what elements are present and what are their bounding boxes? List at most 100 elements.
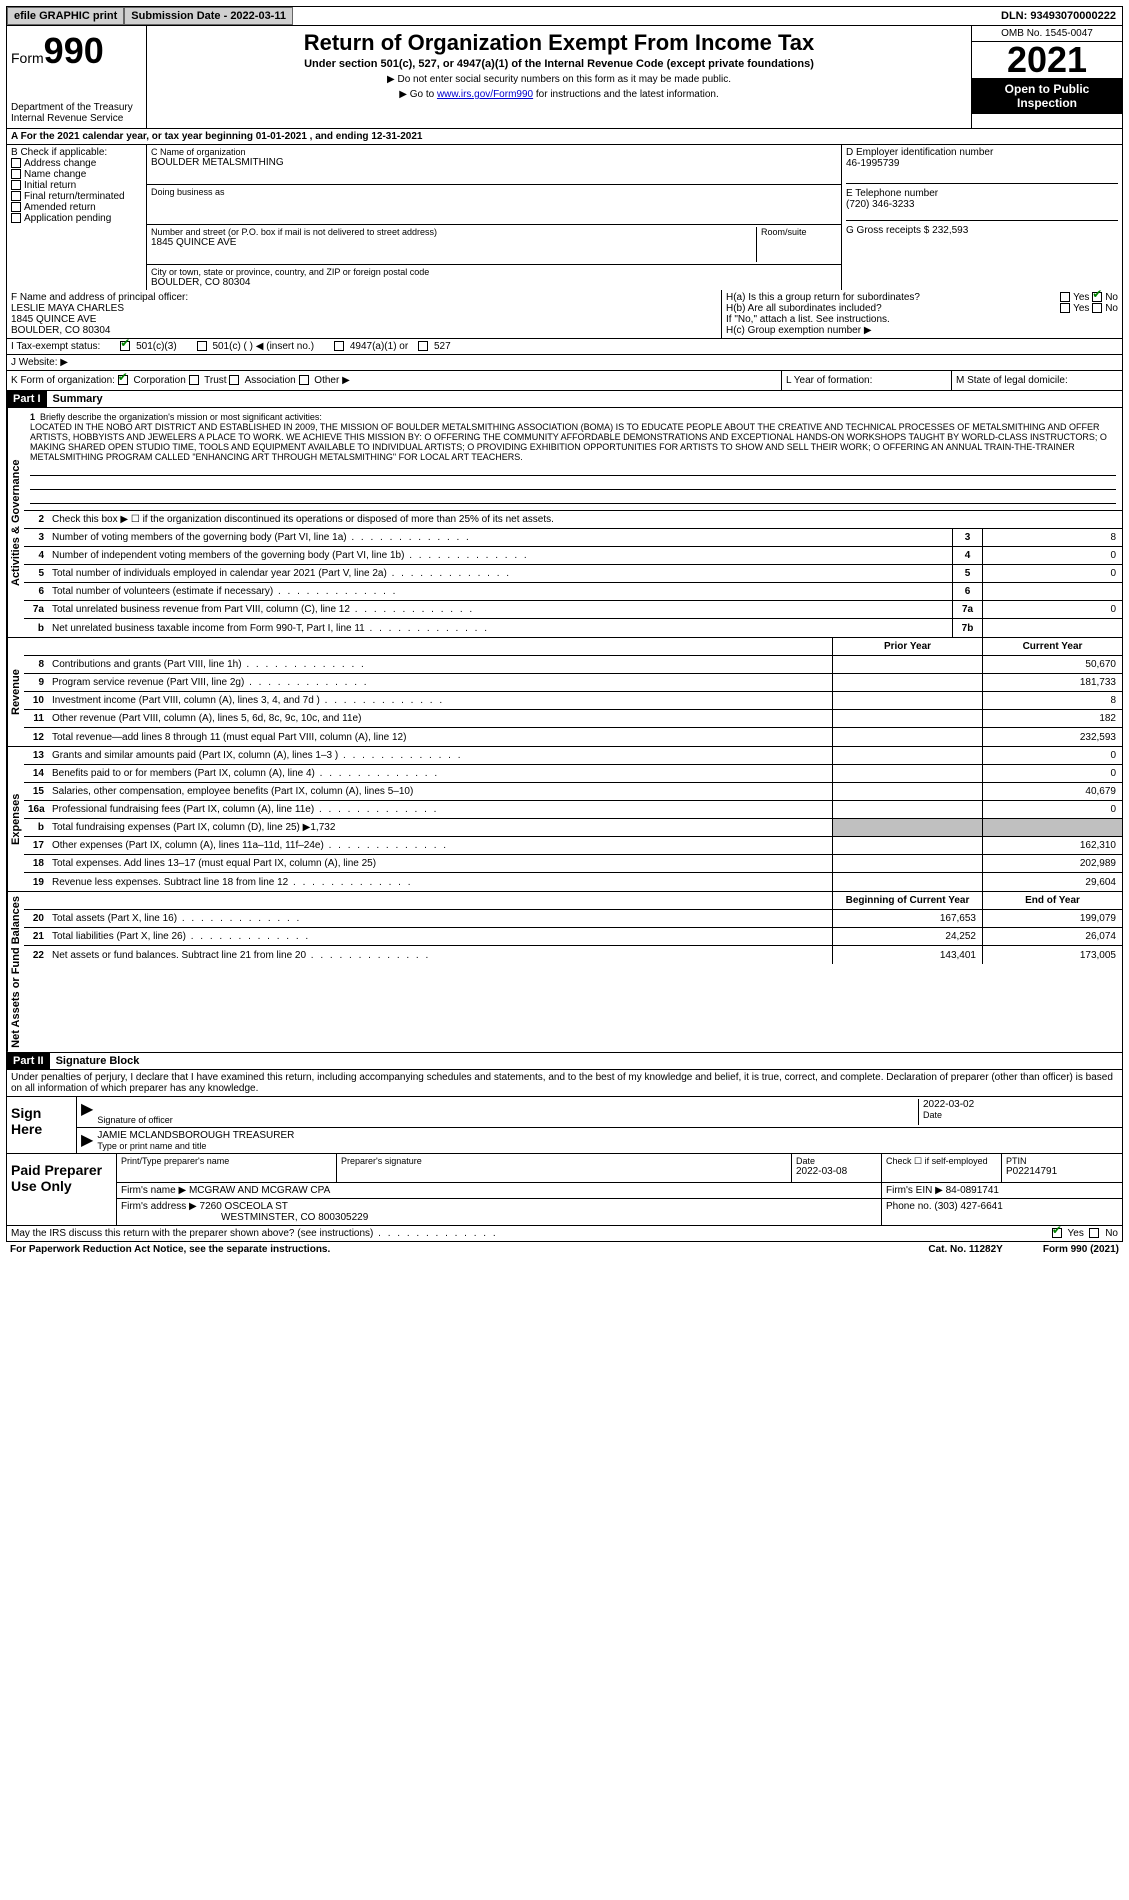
vert-gov: Activities & Governance — [7, 408, 24, 637]
submission-btn[interactable]: Submission Date - 2022-03-11 — [124, 7, 293, 25]
note2: ▶ Go to www.irs.gov/Form990 for instruct… — [151, 89, 967, 100]
gov-section: Activities & Governance 1 Briefly descri… — [6, 408, 1123, 638]
l3: Number of voting members of the governin… — [48, 530, 952, 545]
cb-assoc[interactable] — [229, 375, 239, 385]
col-deg: D Employer identification number 46-1995… — [842, 145, 1122, 290]
net-section: Net Assets or Fund Balances Beginning of… — [6, 892, 1123, 1053]
ha-yes[interactable] — [1060, 292, 1070, 302]
col-h: H(a) Is this a group return for subordin… — [722, 290, 1122, 338]
yes-text: Yes — [1073, 292, 1089, 303]
b-label: B Check if applicable: — [11, 147, 142, 158]
part1-header: Part I — [7, 391, 47, 407]
row-j: J Website: ▶ — [6, 355, 1123, 371]
d-label: D Employer identification number — [846, 147, 1118, 158]
c14: 0 — [982, 765, 1122, 782]
row-klm: K Form of organization: Corporation Trus… — [6, 371, 1123, 391]
irs-link[interactable]: www.irs.gov/Form990 — [437, 89, 533, 100]
form-prefix: Form — [11, 50, 44, 66]
prep-date: 2022-03-08 — [796, 1166, 877, 1177]
begin-hdr: Beginning of Current Year — [832, 892, 982, 909]
c-room-label: Room/suite — [761, 227, 837, 237]
cb-527[interactable] — [418, 341, 428, 351]
firm-name: MCGRAW AND MCGRAW CPA — [189, 1185, 330, 1196]
j-label: J Website: ▶ — [11, 357, 68, 368]
discuss-no[interactable] — [1089, 1228, 1099, 1238]
discuss-yes-text: Yes — [1068, 1228, 1084, 1239]
self-emp: Check ☐ if self-employed — [886, 1156, 997, 1167]
b-item-2: Initial return — [24, 180, 76, 191]
cb-name[interactable] — [11, 169, 21, 179]
c8: 50,670 — [982, 656, 1122, 673]
yes-text2: Yes — [1073, 303, 1089, 314]
cb-amended[interactable] — [11, 202, 21, 212]
c16a: 0 — [982, 801, 1122, 818]
sig-officer-label: Signature of officer — [97, 1115, 918, 1125]
type-label: Type or print name and title — [97, 1141, 294, 1151]
cb-501c3[interactable] — [120, 341, 130, 351]
b-item-3: Final return/terminated — [24, 191, 125, 202]
hb-yes[interactable] — [1060, 303, 1070, 313]
l9: Program service revenue (Part VIII, line… — [48, 675, 832, 690]
l17: Other expenses (Part IX, column (A), lin… — [48, 838, 832, 853]
i-o2: 501(c) ( ) ◀ (insert no.) — [212, 341, 314, 352]
part2-title: Signature Block — [50, 1053, 146, 1069]
f-label: F Name and address of principal officer: — [11, 292, 717, 303]
cb-other[interactable] — [299, 375, 309, 385]
k-label: K Form of organization: — [11, 375, 115, 386]
c17: 162,310 — [982, 837, 1122, 854]
cb-corp[interactable] — [118, 375, 128, 385]
row-i: I Tax-exempt status: 501(c)(3) 501(c) ( … — [6, 339, 1123, 355]
cb-final[interactable] — [11, 191, 21, 201]
k-o1: Corporation — [134, 375, 186, 386]
b-item-5: Application pending — [24, 213, 111, 224]
dln: DLN: 93493070000222 — [995, 8, 1122, 24]
l16a: Professional fundraising fees (Part IX, … — [48, 802, 832, 817]
note1: ▶ Do not enter social security numbers o… — [151, 74, 967, 85]
firm-ein: 84-0891741 — [946, 1185, 999, 1196]
l16b: Total fundraising expenses (Part IX, col… — [48, 820, 832, 835]
dept: Department of the Treasury Internal Reve… — [11, 102, 142, 124]
c11: 182 — [982, 710, 1122, 727]
l19: Revenue less expenses. Subtract line 18 … — [48, 875, 832, 890]
hb-no[interactable] — [1092, 303, 1102, 313]
k-o3: Association — [245, 375, 296, 386]
cb-trust[interactable] — [189, 375, 199, 385]
subtitle: Under section 501(c), 527, or 4947(a)(1)… — [151, 58, 967, 70]
cb-address[interactable] — [11, 158, 21, 168]
v4: 0 — [982, 547, 1122, 564]
l7a: Total unrelated business revenue from Pa… — [48, 602, 952, 617]
m-label: M State of legal domicile: — [952, 371, 1122, 390]
c9: 181,733 — [982, 674, 1122, 691]
v6 — [982, 583, 1122, 600]
b-item-4: Amended return — [24, 202, 96, 213]
note2-post: for instructions and the latest informat… — [533, 89, 719, 100]
cb-501c[interactable] — [197, 341, 207, 351]
v3: 8 — [982, 529, 1122, 546]
discuss-no-text: No — [1105, 1228, 1118, 1239]
topbar: efile GRAPHIC print Submission Date - 20… — [6, 6, 1123, 26]
form-num: 990 — [44, 30, 104, 71]
c19: 29,604 — [982, 873, 1122, 891]
name-title: JAMIE MCLANDSBOROUGH TREASURER — [97, 1130, 294, 1141]
arrow-icon-2: ▶ — [81, 1130, 93, 1151]
efile-btn[interactable]: efile GRAPHIC print — [7, 7, 124, 25]
part1-header-row: Part I Summary — [6, 391, 1123, 408]
ha-no[interactable] — [1092, 292, 1102, 302]
cb-initial[interactable] — [11, 180, 21, 190]
no-text2: No — [1105, 303, 1118, 314]
ptin-label: PTIN — [1006, 1156, 1118, 1166]
l5: Total number of individuals employed in … — [48, 566, 952, 581]
discuss-yes[interactable] — [1052, 1228, 1062, 1238]
part2-header: Part II — [7, 1053, 50, 1069]
cb-pending[interactable] — [11, 213, 21, 223]
section-bcde: B Check if applicable: Address change Na… — [6, 145, 1123, 290]
prior-hdr: Prior Year — [832, 638, 982, 655]
header-left: Form990 Department of the Treasury Inter… — [7, 26, 147, 128]
current-hdr: Current Year — [982, 638, 1122, 655]
l4: Number of independent voting members of … — [48, 548, 952, 563]
col-b: B Check if applicable: Address change Na… — [7, 145, 147, 290]
firm-ein-label: Firm's EIN ▶ — [886, 1185, 943, 1196]
bottom-row: For Paperwork Reduction Act Notice, see … — [6, 1242, 1123, 1257]
cb-4947[interactable] — [334, 341, 344, 351]
sig-date-label: Date — [923, 1110, 1118, 1120]
